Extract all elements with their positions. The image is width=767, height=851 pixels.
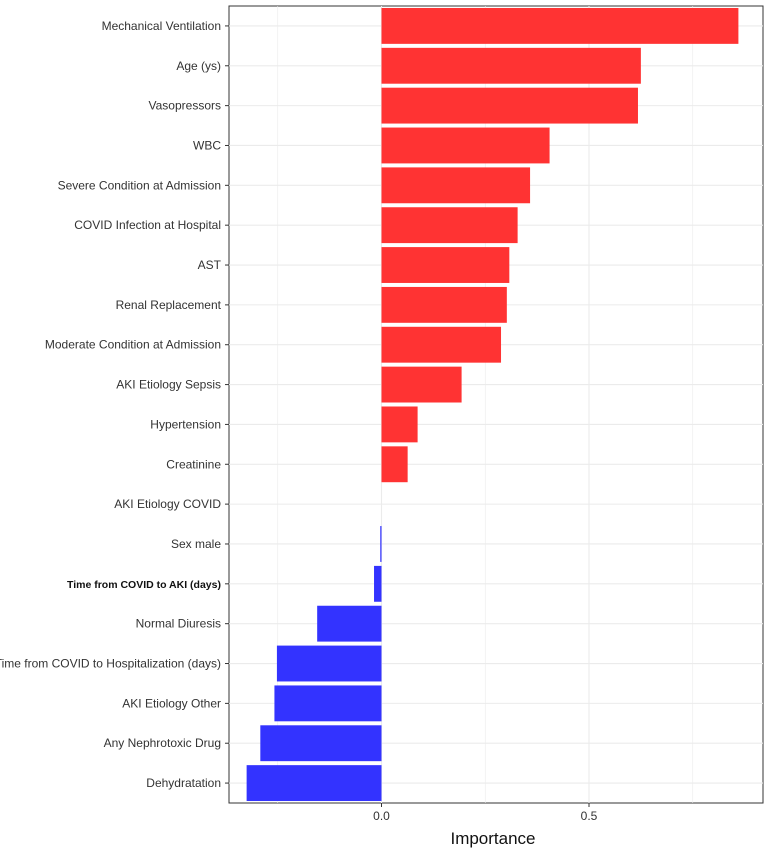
bar [381, 87, 638, 124]
category-label: Dehydratation [146, 776, 221, 790]
bar [274, 685, 382, 722]
bar [381, 446, 408, 483]
tick-marks [225, 25, 590, 807]
category-label: Hypertension [150, 417, 221, 431]
category-label: AKI Etiology Other [122, 696, 221, 710]
category-labels: Mechanical Ventilation Age (ys) Vasopresso… [0, 19, 222, 790]
bar [381, 207, 518, 244]
category-label: WBC [193, 138, 221, 152]
category-label: Normal Diuresis [136, 617, 221, 631]
bar [260, 725, 382, 762]
bar [381, 167, 531, 204]
category-label: AKI Etiology COVID [114, 497, 221, 511]
plot-panel [228, 5, 764, 804]
category-label: AST [198, 258, 222, 272]
category-label: Any Nephrotoxic Drug [104, 736, 221, 750]
category-label: AKI Etiology Sepsis [116, 378, 221, 392]
bar [381, 247, 510, 283]
category-label: Moderate Condition at Admission [45, 338, 221, 352]
category-label: Age (ys) [176, 59, 221, 73]
category-label: COVID Infection at Hospital [74, 218, 221, 232]
bar [380, 526, 382, 562]
bar [276, 645, 382, 682]
category-label: Time from COVID to Hospitalization (days… [0, 657, 221, 671]
bar [381, 286, 507, 323]
bar [317, 605, 382, 642]
bar [381, 366, 462, 403]
category-label: Time from COVID to AKI (days) [67, 579, 221, 591]
x-tick-label: 0.5 [581, 809, 598, 823]
bar [381, 127, 550, 164]
category-label: Mechanical Ventilation [102, 19, 221, 33]
x-tick-labels: 0.0 0.5 [373, 809, 598, 823]
category-label: Renal Replacement [116, 298, 222, 312]
bar [374, 565, 382, 602]
bar [381, 7, 739, 44]
bar [246, 765, 382, 802]
x-axis-title: Importance [450, 829, 535, 848]
x-tick-label: 0.0 [373, 809, 390, 823]
bar [381, 326, 502, 363]
bars [246, 7, 739, 802]
category-label: Vasopressors [149, 99, 221, 113]
category-label: Creatinine [166, 457, 221, 471]
bar [381, 406, 418, 443]
category-label: Severe Condition at Admission [58, 178, 221, 192]
bar [381, 47, 641, 84]
category-label: Sex male [171, 537, 221, 551]
